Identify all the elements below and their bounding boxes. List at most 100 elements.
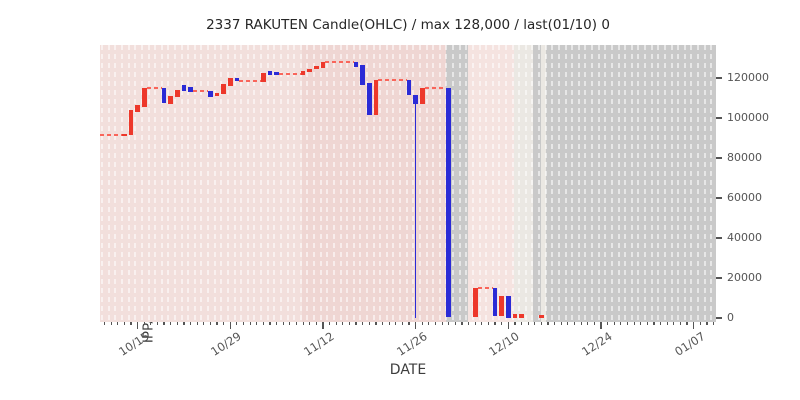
candle-up [313,66,319,70]
x-minor-tick [613,322,615,326]
day-gridline [246,45,249,322]
day-gridline [193,45,196,322]
candle-up [121,133,127,136]
day-gridline [121,45,124,322]
x-minor-tick [540,322,542,326]
x-minor-tick [434,322,437,326]
day-gridline [385,45,388,322]
candle-up [373,80,379,115]
x-minor-tick [189,322,192,326]
x-minor-tick [481,322,483,326]
day-gridline [551,45,554,322]
x-major-tick [693,322,695,329]
day-gridline [438,45,441,322]
day-gridline [127,45,130,322]
x-minor-tick [441,322,443,326]
x-minor-tick [315,322,317,326]
flat-dash-line [424,87,447,90]
y-tick-label: 100000 [727,111,769,124]
x-minor-tick [342,322,344,326]
x-minor-tick [593,322,595,326]
x-minor-tick [686,322,688,326]
x-minor-tick [302,322,304,326]
candle-up [539,314,544,318]
day-gridline [452,45,455,322]
flat-dash-line [325,61,354,63]
x-minor-tick [679,322,682,326]
day-gridline [207,45,210,322]
day-gridline [511,45,514,322]
candle-up [141,88,147,107]
x-minor-tick [289,322,291,326]
x-minor-tick [183,322,185,326]
candle-down [267,71,273,75]
x-minor-tick [640,322,642,326]
x-major-tick [415,322,417,329]
day-gridline [200,45,203,322]
x-minor-tick [348,322,351,326]
candle-up [472,288,478,317]
candle-down [366,83,372,115]
x-minor-tick [395,322,397,326]
day-gridline [306,45,309,322]
candle-up [260,73,266,82]
x-minor-tick [607,322,609,326]
day-gridline [233,45,236,322]
x-axis-label: DATE [389,362,427,378]
candle-down [360,64,366,85]
day-gridline [319,45,322,322]
day-gridline [160,45,163,322]
y-tick [716,77,722,79]
x-minor-tick [633,322,635,326]
y-tick-label: 0 [727,311,734,324]
candle-down [234,78,240,82]
candle-up [307,68,313,72]
candle-up [419,88,425,104]
x-minor-tick [110,322,112,326]
x-minor-tick [362,322,364,326]
x-minor-tick [666,322,668,326]
day-gridline [154,45,157,322]
candle-wick [415,102,417,318]
x-minor-tick [176,322,178,326]
x-minor-tick [249,322,251,326]
candle-down [413,95,419,104]
x-minor-tick [580,322,582,326]
day-gridline [226,45,229,322]
x-minor-tick [309,322,311,326]
candle-down [181,85,187,91]
candle-up [135,105,140,112]
flat-dash-line [239,80,262,82]
day-gridline [174,45,176,322]
x-minor-tick [554,322,556,326]
x-minor-tick [712,322,715,326]
day-gridline [220,45,223,322]
candle-down [208,91,213,97]
x-minor-tick [659,322,662,326]
x-minor-tick [375,322,377,326]
day-gridline [677,45,680,322]
x-minor-tick [269,322,271,326]
x-minor-tick [223,322,225,326]
day-gridline [140,45,143,322]
day-gridline [213,45,216,322]
candle-down [406,80,412,95]
x-minor-tick [335,322,337,326]
x-minor-tick [468,322,470,326]
day-gridline [696,45,699,322]
day-gridline [107,45,110,322]
x-minor-tick [242,322,245,326]
day-gridline [544,45,547,322]
flat-dash-line [278,73,301,75]
day-gridline [425,45,428,322]
y-tick-label: 40000 [727,231,762,244]
day-gridline [703,45,706,322]
day-gridline [637,45,640,322]
x-minor-tick [262,322,264,326]
day-gridline [690,45,693,322]
day-gridline [617,45,620,322]
y-tick-label: 80000 [727,151,762,164]
day-gridline [597,45,600,322]
day-gridline [683,45,686,322]
day-gridline [432,45,435,322]
